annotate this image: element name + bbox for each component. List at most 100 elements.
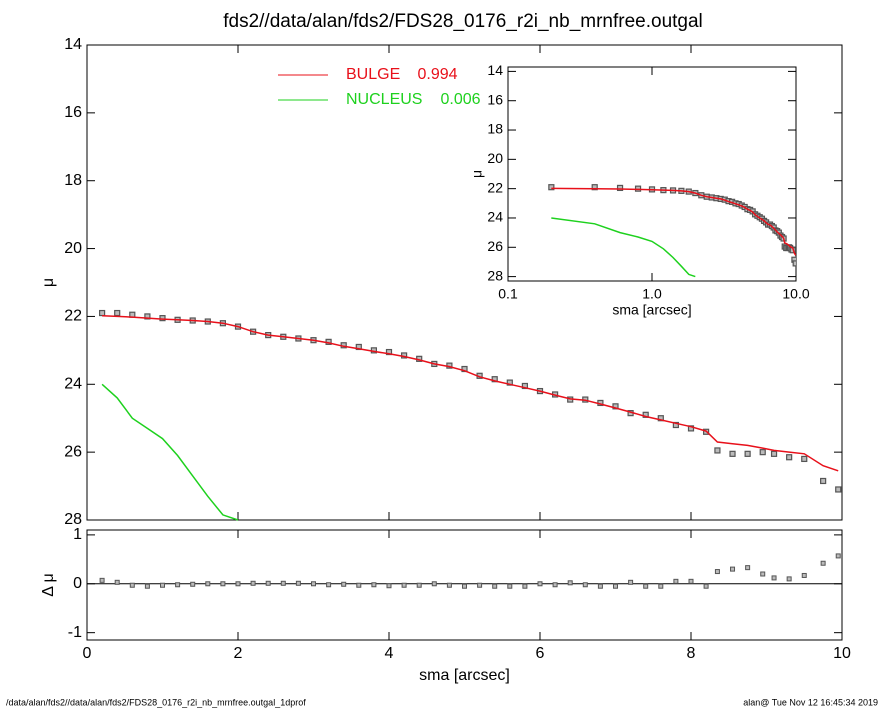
residual-point — [820, 560, 826, 566]
residual-point — [205, 581, 211, 587]
data-point — [687, 425, 695, 432]
data-point — [355, 343, 362, 351]
residual-point — [416, 582, 422, 588]
residual-point — [688, 578, 694, 584]
residual-point — [714, 569, 720, 575]
x-tick-label: 4 — [385, 645, 394, 662]
y-tick-label: 20 — [64, 240, 82, 257]
y-tick-label: 22 — [64, 308, 82, 325]
data-point — [672, 421, 680, 429]
y-tick-label: 0 — [73, 575, 82, 592]
y-tick-label: 26 — [64, 443, 82, 460]
y-tick-label: 14 — [487, 62, 503, 78]
x-tick-label: 6 — [536, 645, 545, 662]
y-axis-label: μ — [40, 278, 57, 287]
residual-point — [371, 582, 377, 588]
x-axis-label: sma [arcsec] — [612, 302, 691, 318]
residual-point — [114, 579, 120, 585]
data-point — [506, 379, 513, 386]
data-point — [714, 447, 721, 454]
legend-fraction: 0.994 — [418, 66, 458, 83]
residual-point — [220, 581, 226, 587]
residual-point — [175, 582, 181, 588]
residual-point — [446, 582, 452, 588]
residual-point — [730, 566, 736, 572]
y-tick-label: 28 — [64, 511, 82, 528]
data-point — [98, 309, 106, 317]
model-line — [551, 217, 696, 278]
residual-point — [492, 583, 498, 589]
residual-point — [552, 582, 558, 588]
residual-point — [801, 572, 807, 578]
residual-point — [160, 582, 165, 588]
residual-point — [280, 580, 286, 586]
chart-title: fds2//data/alan/fds2/FDS28_0176_r2i_nb_m… — [223, 11, 703, 32]
footer-right: alan@ Tue Nov 12 16:45:34 2019 — [743, 697, 878, 707]
y-tick-label: 28 — [487, 267, 503, 283]
x-tick-label: 10 — [833, 645, 851, 662]
residual-point — [311, 581, 316, 587]
x-axis-label: sma [arcsec] — [419, 667, 510, 684]
residual-point — [643, 583, 649, 589]
data-point — [642, 411, 649, 418]
y-tick-label: 24 — [487, 209, 503, 225]
residual-point — [582, 582, 588, 588]
data-point — [770, 450, 778, 457]
plot-frame — [507, 66, 797, 282]
residual-point — [835, 553, 841, 559]
residual-point — [265, 580, 271, 586]
model-line — [101, 383, 239, 521]
residual-point — [190, 581, 196, 587]
data-point — [792, 260, 796, 267]
y-tick-label: 24 — [64, 376, 82, 393]
y-tick-label: 22 — [487, 179, 503, 195]
residual-point — [567, 580, 573, 586]
data-point — [820, 477, 827, 485]
data-point — [759, 449, 766, 456]
model-line — [102, 315, 839, 472]
residual-point — [99, 577, 105, 583]
residual-point — [703, 583, 709, 589]
data-point — [657, 415, 664, 422]
data-point — [786, 454, 793, 461]
x-tick-label: 0.1 — [498, 286, 518, 302]
y-tick-label: 26 — [487, 238, 503, 254]
residual-point — [613, 583, 618, 589]
inset-data — [548, 184, 796, 278]
residual-point — [537, 581, 543, 587]
model-line — [551, 187, 796, 256]
residual-point — [235, 581, 241, 587]
residual-point — [250, 580, 256, 586]
data-point — [461, 365, 468, 373]
legend-label: BULGE — [346, 66, 400, 83]
data-point — [548, 184, 555, 191]
x-tick-label: 0 — [83, 645, 92, 662]
y-tick-label: 16 — [64, 104, 82, 121]
residual-point — [658, 583, 664, 589]
data-point — [144, 313, 151, 320]
y-tick-label: 18 — [487, 121, 503, 137]
x-tick-label: 10.0 — [782, 286, 809, 302]
residual-point — [760, 571, 766, 577]
residual-point — [628, 579, 634, 585]
y-tick-label: 20 — [487, 150, 503, 166]
data-point — [835, 486, 842, 493]
data-point — [729, 450, 736, 457]
legend-label: NUCLEUS — [346, 91, 422, 108]
footer-left: /data/alan/fds2//data/alan/fds2/FDS28_01… — [6, 697, 306, 707]
y-tick-label: -1 — [68, 624, 82, 641]
residual-point — [356, 582, 362, 588]
x-tick-label: 1.0 — [642, 286, 662, 302]
residual-point — [673, 578, 679, 584]
residual-point — [771, 575, 777, 581]
residual-point — [129, 582, 135, 588]
residual-point — [341, 581, 347, 587]
residual-point — [462, 583, 467, 589]
residual-point — [144, 583, 150, 589]
y-axis-label: μ — [469, 170, 485, 178]
data-point — [744, 450, 751, 457]
data-point — [612, 403, 619, 410]
residual-point — [507, 583, 513, 589]
residual-point — [431, 581, 437, 587]
